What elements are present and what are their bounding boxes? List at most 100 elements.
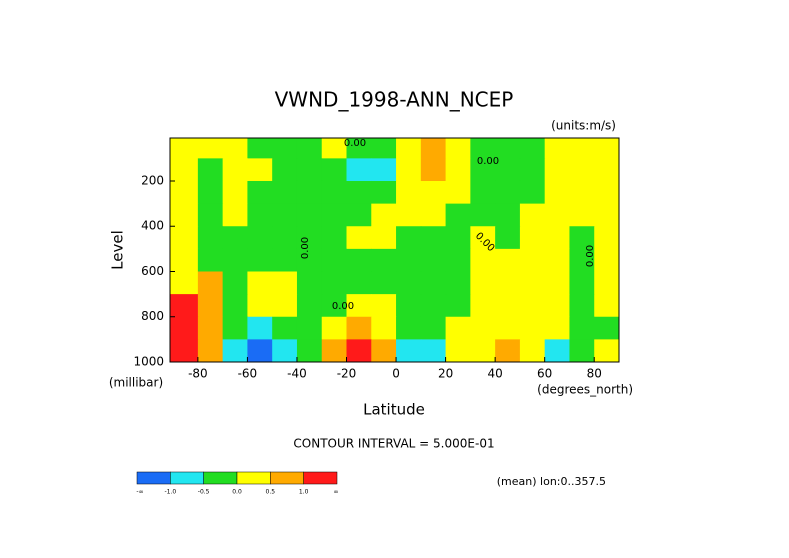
y-tick-label: 400	[141, 219, 164, 233]
contour-cell	[569, 203, 595, 227]
contour-cell	[445, 226, 471, 250]
contour-cell	[544, 339, 570, 363]
contour-cell	[346, 203, 372, 227]
contour-cell	[247, 180, 273, 205]
contour-cell	[197, 248, 224, 272]
x-tick-label: 80	[587, 367, 602, 381]
contour-cell	[371, 294, 397, 318]
units-label: (units:m/s)	[551, 119, 616, 133]
contour-cell	[396, 294, 422, 318]
contour-cell	[396, 180, 422, 205]
contour-cell	[420, 226, 447, 250]
contour-cell	[519, 226, 546, 250]
contour-cell	[396, 203, 422, 227]
contour-cell	[495, 203, 521, 227]
contour-field	[170, 138, 620, 363]
contour-cell	[170, 158, 199, 182]
contour-cell	[247, 271, 273, 295]
contour-cell	[594, 271, 620, 295]
contour-cell	[222, 316, 248, 340]
contour-cell	[519, 339, 546, 363]
contour-cell	[170, 226, 199, 250]
contour-cell	[296, 271, 323, 295]
contour-cell	[321, 248, 348, 272]
colorbar-label: -0.5	[198, 489, 210, 496]
contour-cell	[519, 158, 546, 182]
contour-cell	[495, 316, 521, 340]
contour-cell	[594, 180, 620, 205]
contour-label: 0.00	[585, 245, 596, 267]
contour-label: 0.00	[344, 138, 366, 149]
contour-cell	[371, 180, 397, 205]
contour-cell	[445, 138, 471, 159]
contour-cell	[569, 271, 595, 295]
x-tick-label: 0	[392, 367, 400, 381]
chart-title: VWND_1998-ANN_NCEP	[275, 88, 514, 112]
contour-cell	[296, 180, 323, 205]
contour-cell	[470, 203, 496, 227]
colorbar-label: -1.0	[164, 489, 176, 496]
plot-frame	[169, 137, 620, 363]
contour-cell	[569, 339, 595, 363]
y-tick-label: 600	[141, 264, 164, 278]
contour-cell	[495, 339, 521, 363]
contour-cell	[519, 248, 546, 272]
y-axis-units: (millibar)	[109, 376, 163, 390]
contour-cell	[197, 138, 224, 159]
contour-cell	[272, 294, 298, 318]
contour-cell	[296, 339, 323, 363]
contour-cell	[594, 226, 620, 250]
contour-cell	[445, 271, 471, 295]
contour-cell	[371, 158, 397, 182]
contour-cell	[272, 138, 298, 159]
contour-cell	[321, 158, 348, 182]
contour-cell	[296, 203, 323, 227]
contour-cell	[296, 158, 323, 182]
contour-cell	[321, 339, 348, 363]
contour-label: 0.00	[332, 301, 354, 312]
contour-cell	[594, 316, 620, 340]
colorbar-box	[203, 471, 238, 485]
contour-cell	[544, 248, 570, 272]
contour-cell	[247, 203, 273, 227]
contour-cell	[396, 158, 422, 182]
x-tick-label: 40	[487, 367, 502, 381]
contour-cell	[470, 248, 496, 272]
contour-cell	[371, 316, 397, 340]
contour-cell	[222, 339, 248, 363]
contour-cell	[594, 339, 620, 363]
y-axis-title: Level	[109, 230, 127, 270]
contour-cell	[247, 339, 273, 363]
contour-cell	[420, 138, 447, 159]
contour-cell	[197, 226, 224, 250]
contour-cell	[222, 226, 248, 250]
contour-cell	[272, 316, 298, 340]
contour-cell	[296, 248, 323, 272]
y-tick-label: 800	[141, 309, 164, 323]
contour-cell	[495, 158, 521, 182]
contour-cell	[569, 158, 595, 182]
contour-cell	[495, 271, 521, 295]
contour-cell	[222, 138, 248, 159]
contour-cell	[197, 271, 224, 295]
contour-label: 0.00	[477, 156, 499, 167]
contour-cell	[247, 158, 273, 182]
contour-cell	[495, 248, 521, 272]
contour-cell	[247, 294, 273, 318]
contour-cell	[470, 180, 496, 205]
contour-cell	[519, 294, 546, 318]
contour-cell	[495, 226, 521, 250]
contour-cell	[346, 158, 372, 182]
contour-cell	[569, 248, 595, 272]
contour-cell	[170, 271, 199, 295]
contour-cell	[296, 294, 323, 318]
colorbar-label: -∞	[136, 489, 143, 496]
contour-cell	[272, 203, 298, 227]
contour-cell	[346, 180, 372, 205]
colorbar-box	[270, 471, 304, 485]
contour-cell	[346, 271, 372, 295]
contour-cell	[445, 316, 471, 340]
contour-cell	[197, 339, 224, 363]
contour-cell	[296, 138, 323, 159]
